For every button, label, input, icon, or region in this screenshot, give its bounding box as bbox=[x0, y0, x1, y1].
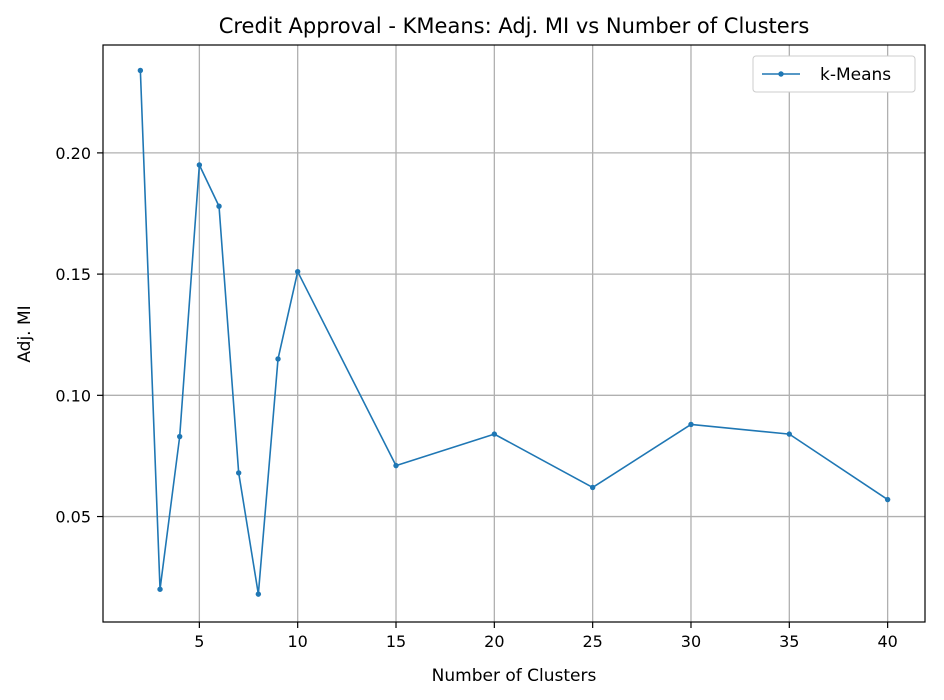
legend-entry-k-means: k-Means bbox=[820, 65, 891, 85]
x-tick-label: 20 bbox=[484, 632, 504, 651]
chart-title: Credit Approval - KMeans: Adj. MI vs Num… bbox=[219, 14, 810, 38]
x-tick-label: 5 bbox=[194, 632, 204, 651]
y-axis-ticks: 0.05 0.10 0.15 0.20 bbox=[55, 144, 103, 527]
data-point bbox=[176, 433, 183, 440]
x-tick-label: 30 bbox=[681, 632, 701, 651]
data-point bbox=[491, 431, 498, 437]
data-point bbox=[884, 496, 891, 503]
data-point bbox=[255, 591, 262, 597]
data-point bbox=[196, 162, 203, 168]
x-axis-ticks: 5 10 15 20 25 30 35 40 bbox=[194, 622, 898, 651]
data-point bbox=[589, 484, 596, 491]
data-point bbox=[786, 431, 793, 437]
x-tick-label: 40 bbox=[877, 632, 897, 651]
data-point bbox=[275, 356, 281, 362]
data-point bbox=[157, 586, 163, 592]
y-tick-label: 0.15 bbox=[55, 265, 91, 284]
plot-area-frame bbox=[102, 44, 926, 623]
grid bbox=[103, 45, 925, 622]
data-point bbox=[137, 67, 144, 74]
y-tick-label: 0.10 bbox=[55, 386, 91, 405]
data-point bbox=[294, 268, 301, 275]
y-tick-label: 0.05 bbox=[55, 508, 91, 527]
data-point bbox=[393, 462, 399, 469]
y-tick-label: 0.20 bbox=[55, 144, 91, 163]
x-tick-label: 10 bbox=[288, 632, 308, 651]
x-axis-label: Number of Clusters bbox=[432, 666, 597, 686]
legend-frame bbox=[752, 55, 916, 93]
series-layer bbox=[137, 67, 891, 597]
y-axis-label: Adj. MI bbox=[15, 305, 35, 362]
data-point bbox=[688, 421, 694, 428]
data-point bbox=[235, 470, 242, 476]
x-tick-label: 35 bbox=[779, 632, 799, 651]
data-point bbox=[216, 203, 222, 209]
x-tick-label: 15 bbox=[386, 632, 406, 651]
x-tick-label: 25 bbox=[582, 632, 602, 651]
legend: k-Means bbox=[752, 55, 916, 93]
legend-marker-swatch bbox=[778, 71, 784, 77]
series-line-0 bbox=[139, 70, 889, 595]
